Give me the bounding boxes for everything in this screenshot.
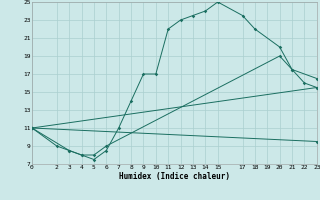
X-axis label: Humidex (Indice chaleur): Humidex (Indice chaleur) — [119, 172, 230, 181]
